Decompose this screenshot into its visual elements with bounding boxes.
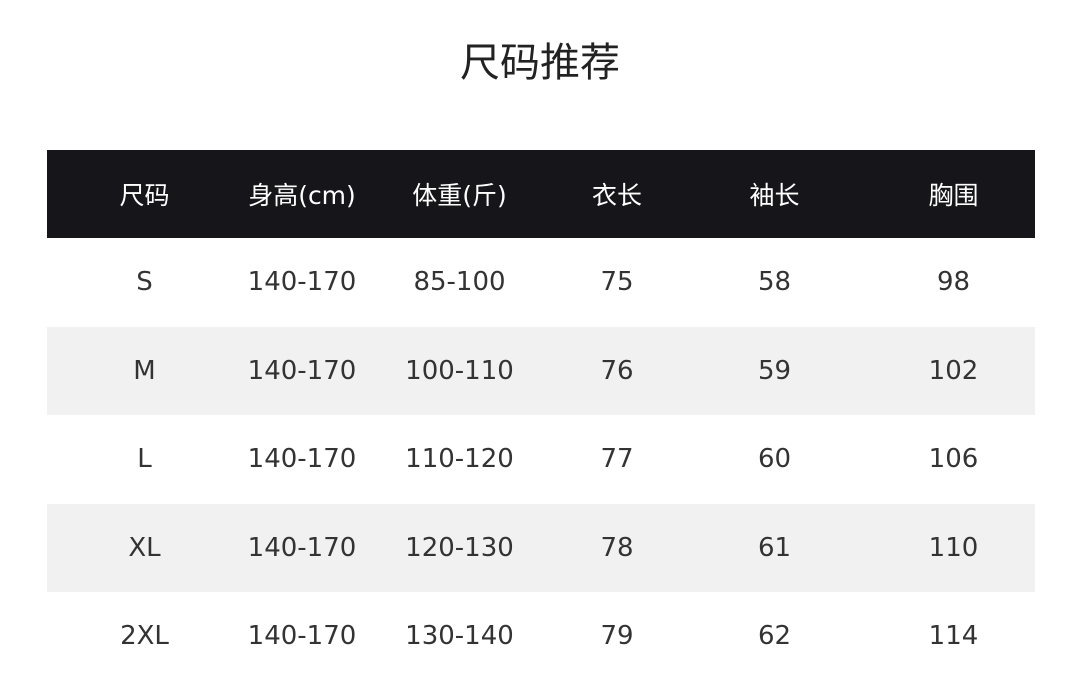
table-cell: 120-130 xyxy=(362,503,557,592)
table-cell: 58 xyxy=(757,267,792,298)
table-cell: 76 xyxy=(557,326,677,415)
table-cell: 98 xyxy=(936,267,971,298)
table-cell: 102 xyxy=(872,326,1035,415)
size-table: 尺码 身高(cm) 体重(斤) 衣长 袖长 胸围 S 140-170 85-100 75 58 98… xyxy=(47,150,1035,681)
table-cell: 85-100 xyxy=(413,267,506,298)
table-cell: 78 xyxy=(557,503,677,592)
table-cell: 75 xyxy=(600,267,634,298)
column-header: 袖长 xyxy=(677,150,872,238)
table-cell: 59 xyxy=(677,326,872,415)
table-cell: 62 xyxy=(757,621,792,652)
table-cell: 61 xyxy=(677,503,872,592)
table-cell: 140-170 xyxy=(247,444,357,475)
table-cell: 110 xyxy=(872,503,1035,592)
table-cell: 106 xyxy=(928,444,979,475)
table-cell: 77 xyxy=(600,444,634,475)
column-header: 衣长 xyxy=(557,150,677,238)
table-cell: 114 xyxy=(928,621,979,652)
table-cell: 140-170 xyxy=(247,621,357,652)
table-row: S 140-170 85-100 75 58 98 xyxy=(47,238,1035,327)
table-cell: S xyxy=(136,267,153,298)
page-title: 尺码推荐 xyxy=(460,40,620,86)
column-header: 身高(cm) xyxy=(242,150,362,238)
table-cell: 2XL xyxy=(120,621,169,652)
table-row: 2XL 140-170 130-140 79 62 114 xyxy=(47,592,1035,681)
table-cell: 79 xyxy=(600,621,634,652)
table-cell: XL xyxy=(47,503,242,592)
table-row: XL 140-170 120-130 78 61 110 xyxy=(47,503,1035,592)
column-header: 胸围 xyxy=(872,150,1035,238)
table-cell: 140-170 xyxy=(242,326,362,415)
table-header: 尺码 身高(cm) 体重(斤) 衣长 袖长 胸围 xyxy=(47,150,1035,238)
table-cell: L xyxy=(137,444,152,475)
table-cell: 140-170 xyxy=(247,267,357,298)
table-cell: 100-110 xyxy=(362,326,557,415)
table-row: M 140-170 100-110 76 59 102 xyxy=(47,326,1035,415)
table-row: L 140-170 110-120 77 60 106 xyxy=(47,415,1035,504)
table-cell: 110-120 xyxy=(405,444,514,475)
table-cell: 140-170 xyxy=(242,503,362,592)
table-cell: M xyxy=(47,326,242,415)
table-cell: 130-140 xyxy=(405,621,514,652)
column-header: 体重(斤) xyxy=(362,150,557,238)
column-header: 尺码 xyxy=(47,150,242,238)
table-cell: 60 xyxy=(757,444,792,475)
